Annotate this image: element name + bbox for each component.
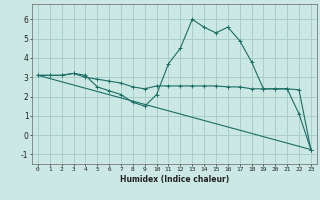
- X-axis label: Humidex (Indice chaleur): Humidex (Indice chaleur): [120, 175, 229, 184]
